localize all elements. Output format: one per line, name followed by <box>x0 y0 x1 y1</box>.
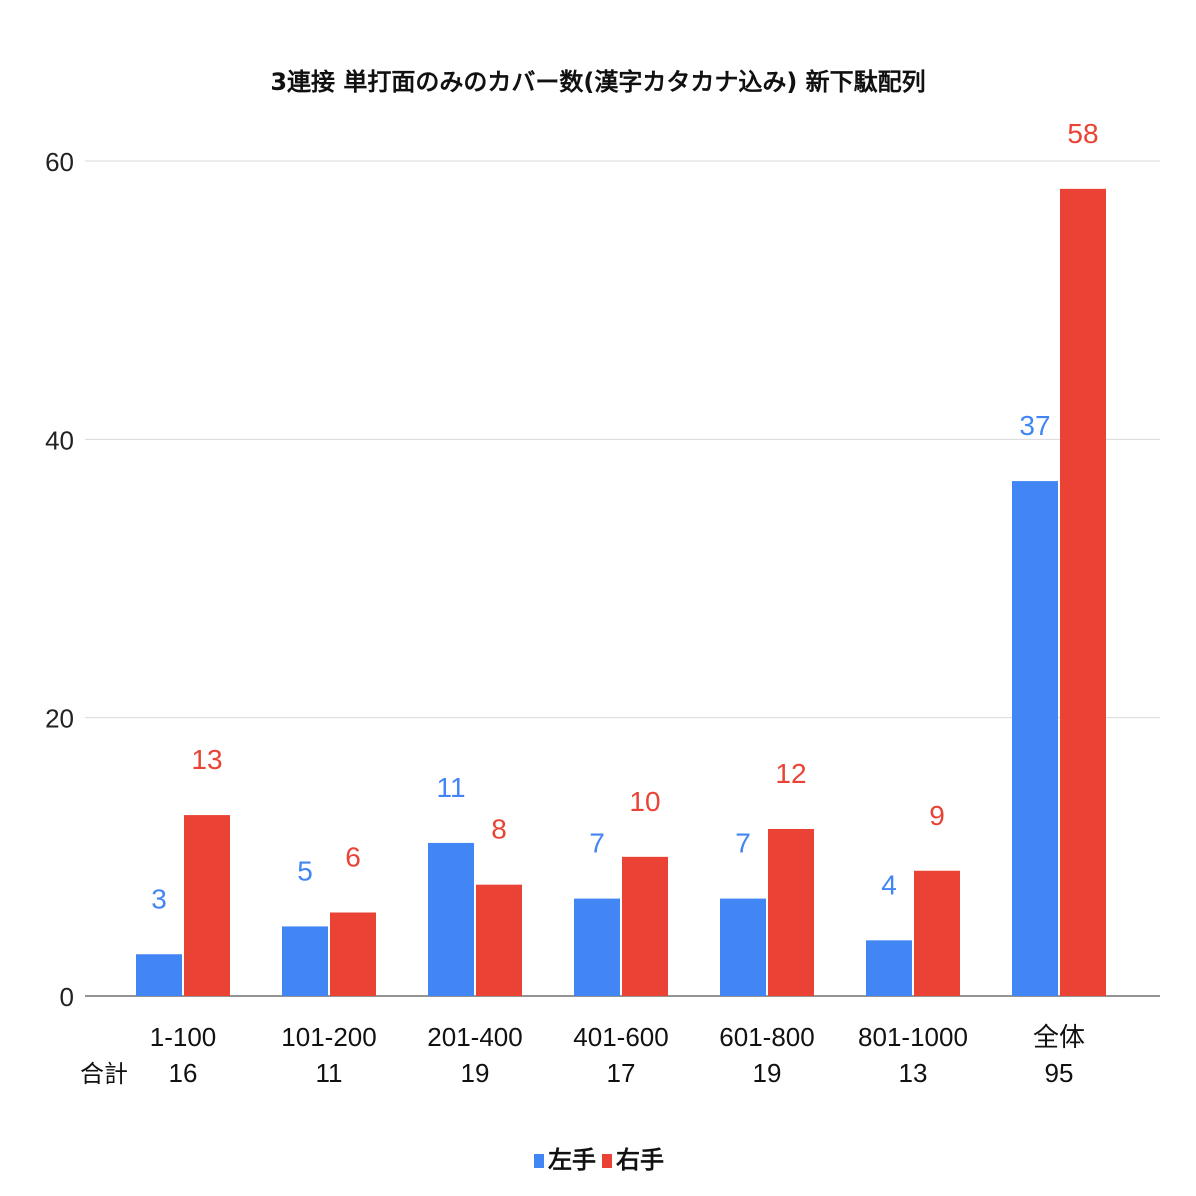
data-label: 10 <box>629 786 660 817</box>
x-axis-ticks: 1-100 101-200 201-400 401-600 601-800 801-100… <box>150 1022 1085 1052</box>
data-label: 5 <box>297 855 313 886</box>
bar-left-0 <box>136 954 182 996</box>
bar-right-6 <box>1060 188 1106 997</box>
bar-left-1 <box>282 926 328 996</box>
x-tick-label: 101-200 <box>281 1022 376 1052</box>
bar-right-1 <box>330 912 376 996</box>
total-value: 13 <box>899 1058 928 1088</box>
bar-right-3 <box>622 856 668 996</box>
y-axis-ticks: 0 20 40 60 <box>45 147 74 1012</box>
data-labels: 3 13 5 6 11 8 7 10 7 12 4 9 37 58 <box>151 118 1098 914</box>
x-tick-label: 1-100 <box>150 1022 217 1052</box>
bar-left-4 <box>720 898 766 996</box>
y-tick-label: 40 <box>45 425 74 455</box>
bars <box>136 188 1106 997</box>
total-value: 19 <box>753 1058 782 1088</box>
legend-swatch <box>534 1154 544 1168</box>
data-label: 9 <box>929 800 945 831</box>
data-label: 8 <box>491 814 507 845</box>
x-tick-label: 601-800 <box>719 1022 814 1052</box>
data-label: 11 <box>436 772 465 803</box>
legend: 左手 右手 <box>534 1146 664 1174</box>
legend-label: 右手 <box>616 1146 664 1174</box>
y-tick-label: 0 <box>60 982 74 1012</box>
total-value: 16 <box>169 1058 198 1088</box>
bar-left-2 <box>428 842 474 996</box>
total-value: 19 <box>461 1058 490 1088</box>
bar-left-5 <box>866 940 912 996</box>
bar-right-4 <box>768 829 814 996</box>
x-tick-label: 801-1000 <box>858 1022 968 1052</box>
data-label: 3 <box>151 883 167 914</box>
bar-left-6 <box>1012 481 1058 996</box>
data-label: 58 <box>1067 118 1098 149</box>
data-label: 37 <box>1019 410 1050 441</box>
data-label: 13 <box>191 744 222 775</box>
chart-title: 3連接 単打面のみのカバー数(漢字カタカナ込み) 新下駄配列 <box>270 68 925 96</box>
data-label: 6 <box>345 842 361 873</box>
y-tick-label: 20 <box>45 704 74 734</box>
bar-right-2 <box>476 884 522 996</box>
x-tick-label: 401-600 <box>573 1022 668 1052</box>
bar-left-3 <box>574 898 620 996</box>
bar-right-0 <box>184 815 230 996</box>
bar-right-5 <box>914 870 960 996</box>
legend-label: 左手 <box>548 1146 596 1174</box>
x-tick-label: 全体 <box>1033 1022 1085 1052</box>
data-label: 4 <box>881 869 897 900</box>
x-tick-label: 201-400 <box>427 1022 522 1052</box>
totals-row-label: 合計 <box>80 1060 128 1088</box>
data-label: 7 <box>589 828 605 859</box>
total-value: 11 <box>316 1058 343 1088</box>
legend-swatch <box>602 1154 612 1168</box>
y-tick-label: 60 <box>45 147 74 177</box>
total-value: 17 <box>607 1058 636 1088</box>
data-label: 7 <box>735 828 751 859</box>
data-label: 12 <box>775 758 806 789</box>
total-value: 95 <box>1045 1058 1074 1088</box>
totals-row: 合計 16 11 19 17 19 13 95 <box>80 1058 1073 1088</box>
